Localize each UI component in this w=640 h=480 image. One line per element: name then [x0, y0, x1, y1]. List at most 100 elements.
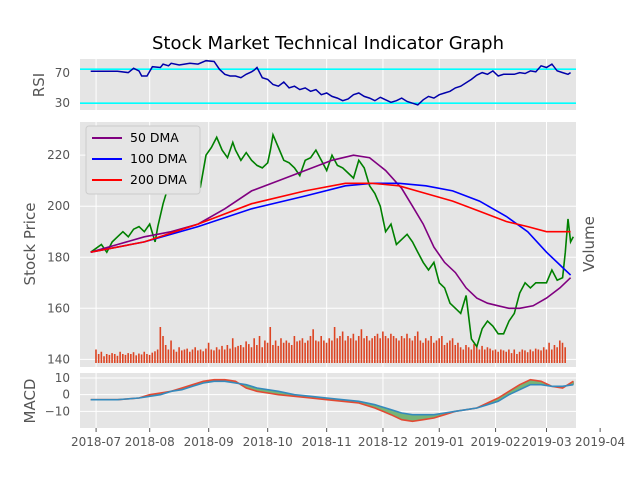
volume-bar	[274, 340, 277, 363]
volume-bar	[508, 349, 510, 363]
volume-bar	[524, 350, 526, 363]
volume-bar	[170, 340, 172, 363]
volume-bar	[540, 350, 542, 363]
volume-bar	[521, 349, 524, 363]
volume-bar	[398, 340, 400, 363]
volume-bar	[277, 345, 280, 363]
volume-bar	[124, 354, 127, 363]
xtick-label: 2018-12	[358, 435, 408, 449]
volume-bar	[261, 347, 264, 363]
volume-bar	[438, 338, 440, 363]
volume-bar	[516, 354, 518, 363]
volume-bar	[449, 340, 451, 363]
volume-bar	[309, 336, 312, 363]
volume-bar	[143, 351, 146, 363]
volume-bar	[191, 349, 194, 363]
volume-bar	[162, 336, 164, 363]
volume-bar	[406, 333, 408, 363]
volume-bar	[491, 350, 494, 363]
volume-bar	[333, 327, 336, 363]
series-line-50-dma	[90, 154, 572, 310]
volume-bar	[352, 333, 355, 363]
volume-bar	[116, 355, 119, 363]
volume-bar	[167, 349, 170, 363]
volume-bar	[108, 354, 111, 363]
volume-bar	[502, 350, 505, 363]
price-ytick: 180	[47, 250, 70, 264]
volume-bar	[95, 349, 97, 363]
volume-bar	[392, 336, 395, 363]
volume-bar	[301, 338, 304, 363]
volume-bar	[298, 340, 301, 363]
volume-bar	[296, 341, 298, 363]
volume-bar	[355, 340, 357, 363]
volume-bar	[395, 338, 398, 363]
volume-bar	[497, 351, 499, 363]
volume-bar	[293, 336, 296, 363]
volume-bar	[164, 345, 167, 363]
volume-bar	[513, 349, 516, 363]
volume-bar	[470, 349, 473, 363]
price-ylabel: Stock Price	[21, 203, 39, 286]
volume-bar	[465, 345, 467, 363]
volume-bar	[349, 338, 352, 363]
volume-bar	[489, 348, 491, 363]
volume-bar	[365, 336, 368, 363]
series-line-100-dma	[90, 182, 572, 276]
macd-panel: 10 0 −10 MACD	[21, 371, 576, 428]
xtick-label: 2018-09	[184, 435, 234, 449]
signal-line	[90, 380, 574, 416]
legend-label-200-dma: 200 DMA	[130, 172, 187, 187]
volume-bar	[518, 351, 521, 363]
volume-bar	[435, 340, 438, 363]
volume-bar	[269, 327, 272, 363]
volume-bar	[486, 347, 489, 363]
xtick-label: 2018-07	[71, 435, 121, 449]
volume-bar	[433, 342, 435, 363]
volume-bar	[226, 345, 229, 363]
volume-bar	[180, 350, 183, 363]
volume-bar	[325, 342, 328, 363]
rsi-ytick-70: 70	[55, 66, 70, 80]
volume-bar	[189, 351, 191, 363]
volume-bar	[542, 347, 545, 363]
volume-bar	[481, 345, 483, 363]
volume-bar	[245, 341, 247, 363]
volume-bar	[422, 342, 424, 363]
xtick-label: 2019-01	[414, 435, 464, 449]
volume-bar	[194, 347, 196, 363]
volume-bar	[467, 347, 470, 363]
volume-bar	[127, 353, 129, 363]
volume-bar	[266, 342, 269, 363]
macd-ytick: 10	[55, 371, 70, 385]
volume-bar	[234, 347, 237, 363]
volume-bar	[202, 351, 205, 363]
volume-bar	[390, 333, 392, 363]
volume-bar	[384, 336, 387, 363]
volume-bar	[258, 336, 261, 363]
volume-bar	[483, 349, 486, 363]
volume-bar	[197, 350, 199, 363]
volume-bar	[250, 347, 253, 363]
volume-bar	[347, 336, 349, 363]
volume-bar	[306, 340, 309, 363]
volume-bar	[561, 342, 564, 363]
price-ytick: 160	[47, 301, 70, 315]
volume-bar	[132, 352, 135, 363]
volume-bar	[441, 336, 443, 363]
volume-bar	[559, 340, 561, 363]
xtick-label: 2019-02	[470, 435, 520, 449]
volume-bar	[237, 345, 239, 363]
legend-label-50-dma: 50 DMA	[130, 130, 179, 145]
volume-bar	[154, 351, 156, 363]
volume-bar	[419, 340, 422, 363]
volume-bar	[368, 340, 371, 363]
volume-bar	[532, 351, 534, 363]
volume-bar	[97, 354, 100, 363]
volume-bar	[414, 336, 416, 363]
volume-bar	[151, 352, 154, 363]
volume-bar	[416, 331, 419, 363]
volume-ylabel: Volume	[580, 216, 598, 272]
volume-bar	[111, 353, 113, 363]
volume-bar	[239, 345, 242, 363]
